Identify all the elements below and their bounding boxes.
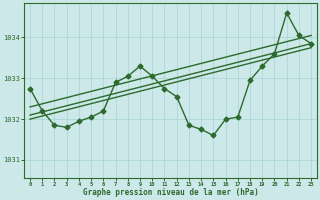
X-axis label: Graphe pression niveau de la mer (hPa): Graphe pression niveau de la mer (hPa): [83, 188, 259, 197]
